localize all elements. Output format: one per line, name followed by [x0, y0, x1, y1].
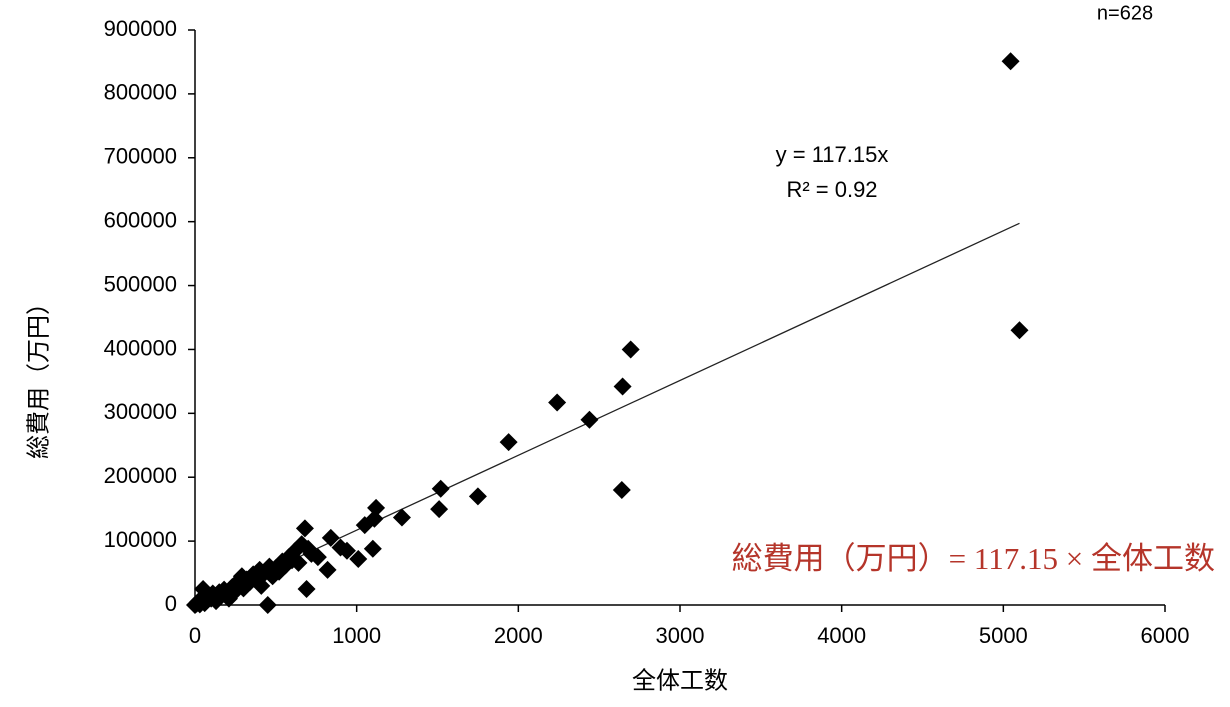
- y-tick-label: 0: [165, 591, 177, 616]
- data-point: [367, 498, 386, 517]
- data-point: [240, 573, 259, 591]
- data-point: [621, 340, 640, 359]
- data-point: [392, 508, 411, 527]
- y-tick-label: 600000: [104, 207, 177, 232]
- data-point: [337, 541, 356, 560]
- x-tick-label: 3000: [656, 623, 705, 648]
- trend-equation: y = 117.15x: [776, 142, 889, 167]
- x-tick-label: 6000: [1141, 623, 1190, 648]
- data-point: [349, 550, 368, 568]
- data-point: [580, 410, 599, 429]
- data-point: [321, 528, 340, 547]
- x-tick-label: 0: [189, 623, 201, 648]
- x-tick-label: 4000: [817, 623, 866, 648]
- data-point: [613, 377, 632, 396]
- x-tick-label: 1000: [332, 623, 381, 648]
- data-point: [548, 393, 567, 412]
- data-point: [431, 479, 450, 498]
- x-tick-label: 2000: [494, 623, 543, 648]
- data-point: [318, 560, 337, 579]
- n-label: n=628: [1097, 2, 1153, 24]
- y-tick-label: 100000: [104, 527, 177, 552]
- data-point: [252, 576, 271, 595]
- trend-r2: R² = 0.92: [786, 177, 877, 202]
- data-point: [308, 548, 327, 567]
- data-point: [468, 487, 487, 506]
- data-point: [363, 539, 382, 558]
- formula-annotation: 総費用（万円）= 117.15 × 全体工数: [732, 541, 1215, 576]
- data-point: [1001, 52, 1020, 71]
- data-point: [295, 519, 314, 538]
- x-axis-label: 全体工数: [632, 667, 728, 694]
- data-point: [365, 509, 384, 528]
- y-tick-label: 400000: [104, 335, 177, 360]
- y-tick-label: 800000: [104, 80, 177, 105]
- y-tick-label: 500000: [104, 271, 177, 296]
- y-tick-label: 700000: [104, 144, 177, 169]
- y-tick-label: 900000: [104, 16, 177, 41]
- data-point: [297, 580, 316, 599]
- y-tick-label: 300000: [104, 399, 177, 424]
- y-axis-label: 総費用（万円）: [25, 291, 52, 459]
- data-point: [499, 433, 518, 452]
- y-tick-label: 200000: [104, 463, 177, 488]
- data-point: [612, 481, 631, 499]
- data-point: [258, 596, 277, 614]
- data-point: [1010, 321, 1029, 340]
- x-tick-label: 5000: [979, 623, 1028, 648]
- data-point: [430, 500, 449, 519]
- data-point: [289, 553, 308, 572]
